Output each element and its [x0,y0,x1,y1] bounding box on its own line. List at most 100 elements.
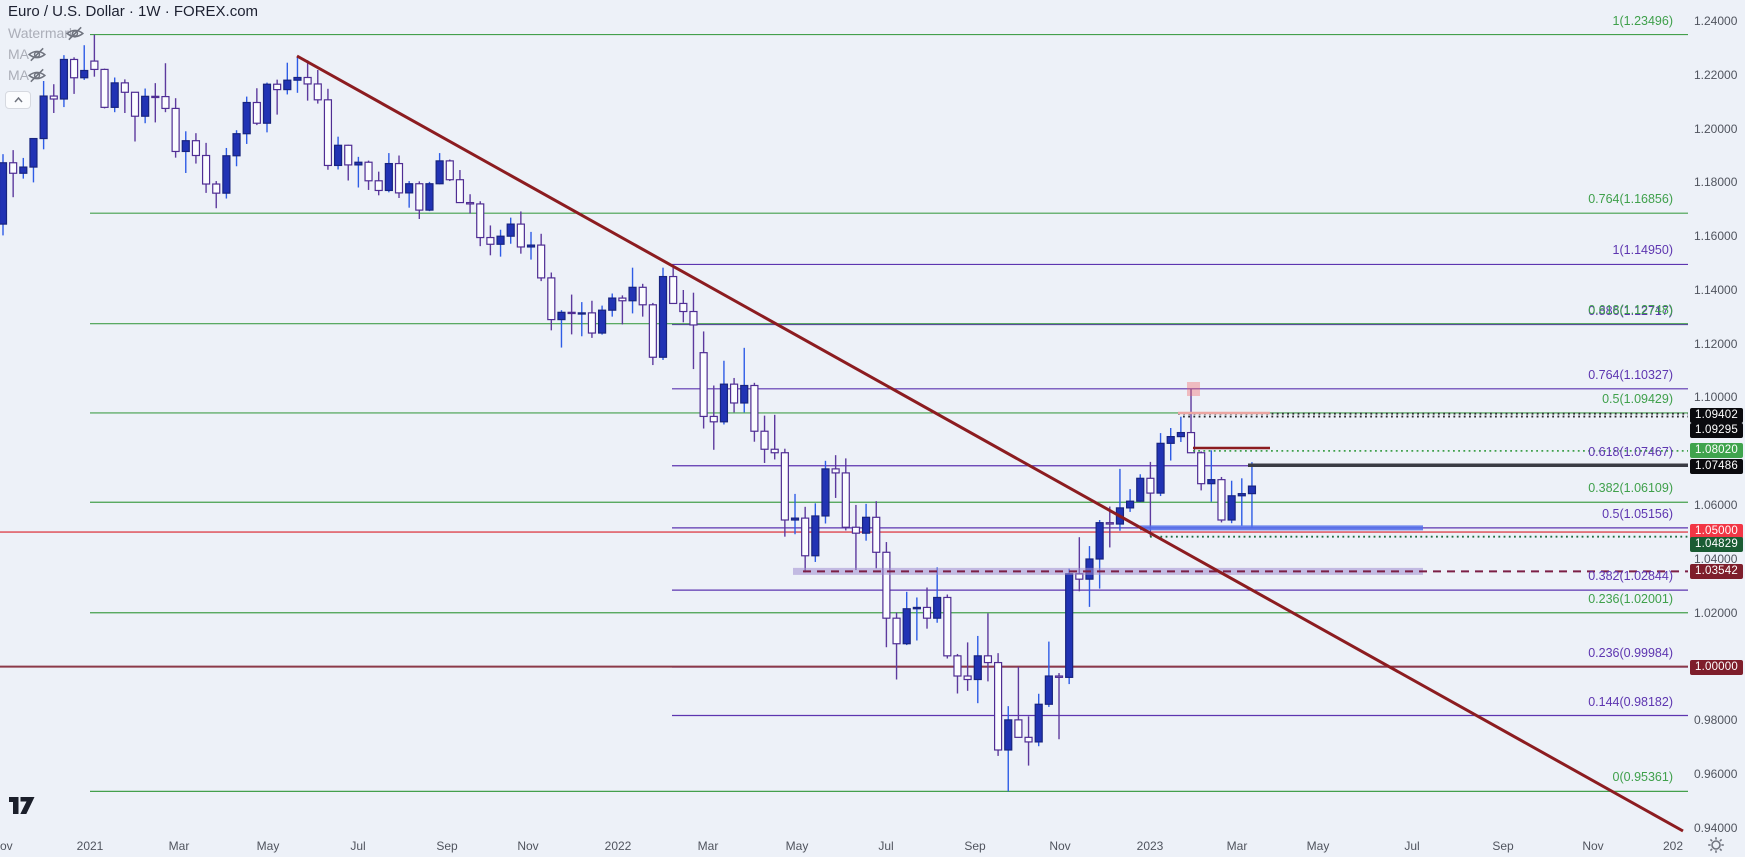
candles-layer [0,34,1257,792]
fib-level-label: 0(0.95361) [1612,770,1673,785]
time-axis-label: Sep [964,839,986,853]
fib-level-label: 0.764(1.10327) [1588,367,1673,382]
candle-down [415,183,424,211]
fib-level-label: 0.236(1.02001) [1588,591,1673,606]
time-axis-label: 202 [1662,839,1684,853]
indicator-label-ma[interactable]: MA [8,67,29,83]
price-axis-label: 1.02000 [1694,606,1738,620]
candle-down [171,107,180,153]
fib-level-label: 0.618(1.12748) [1588,302,1673,317]
candle-up [912,606,921,610]
candle-up [222,155,231,194]
indicator-label-watermark[interactable]: Watermark [8,25,76,41]
background-lines-layer [0,531,1688,668]
candle-down [191,140,201,157]
fib-level-label: 1(1.14950) [1612,243,1673,258]
candle-up [333,144,343,167]
candle-up [232,133,241,157]
candle-down [344,144,353,166]
candle-down [323,99,333,167]
candle-up [933,596,942,619]
price-tag[interactable]: 1.07486 [1690,458,1743,474]
candle-down [963,675,972,681]
time-axis-label: 2023 [1136,839,1164,853]
candle-up [902,608,911,645]
candle-up [861,516,871,534]
gear-icon[interactable] [1707,836,1725,857]
candle-up [1237,493,1246,497]
eye-off-icon[interactable] [27,68,47,88]
candle-down [547,277,556,321]
candle-down [1197,452,1206,485]
candle-down [394,162,404,194]
legend-row-ma-2: MA [8,67,47,85]
candle-down [801,517,810,557]
time-axis-label: 2021 [76,839,104,853]
downtrend-line[interactable] [296,54,1684,833]
price-tag[interactable]: 1.08020 [1690,442,1743,458]
candle-down [9,162,18,174]
candle-down [465,201,475,205]
time-axis-label: Nov [1582,839,1604,853]
price-tag[interactable]: 1.09402 [1690,407,1743,423]
candle-down [953,655,962,677]
price-tag[interactable]: 1.03542 [1690,563,1743,579]
eye-off-icon[interactable] [27,47,47,67]
fib-level-label: 0.764(1.16856) [1588,192,1673,207]
candle-up [405,183,414,194]
candle-up [384,162,393,192]
candle-down [983,655,993,664]
candle-down [943,596,952,657]
candle-down [252,101,261,124]
price-tag[interactable]: 1.09295 [1690,422,1743,438]
time-axis-label: Nov [0,839,13,853]
time-axis-label: May [1306,839,1330,853]
price-tag[interactable]: 1.04829 [1690,536,1743,552]
eye-off-icon[interactable] [65,26,85,46]
price-tag[interactable]: 1.05000 [1690,523,1743,539]
fib-level-label: 0.236(0.99984) [1588,646,1673,661]
candle-up [39,95,48,140]
indicator-label-ma[interactable]: MA [8,46,29,62]
candle-down [882,551,891,619]
candle-down [567,311,576,315]
time-axis-label: Mar [168,839,190,853]
candle-down [445,160,454,181]
symbol-title[interactable]: Euro / U.S. Dollar · 1W · FOREX.com [8,3,259,20]
candle-down [618,297,627,302]
candle-up [293,76,302,81]
price-axis-label: 0.94000 [1694,821,1738,835]
candle-down [1186,431,1196,454]
time-axis-label: Jul [350,839,366,853]
candle-down [486,236,495,245]
candle-down [669,275,678,305]
candle-up [435,160,444,185]
time-axis-label: May [256,839,280,853]
time-axis-label: Sep [436,839,458,853]
price-axis-label: 1.18000 [1694,175,1738,189]
candle-up [110,82,119,108]
candle-up [1065,573,1074,678]
candle-up [608,297,617,311]
candle-up [0,162,8,225]
time-axis-label: Mar [697,839,719,853]
candle-up [1207,479,1216,485]
price-tag[interactable]: 1.00000 [1690,659,1743,675]
candle-up [242,101,251,135]
candle-down [1024,736,1033,743]
candle-up [354,161,363,166]
legend-collapse-button[interactable] [5,91,31,109]
candle-up [719,383,729,423]
candle-down [831,468,840,474]
candle-down [679,302,688,313]
pink-box[interactable] [1187,382,1200,396]
fib-level-label: 0.886(1.12717) [1588,303,1673,318]
candle-up [1136,477,1145,502]
candle-up [425,183,434,211]
time-axis-label: Jul [1404,839,1420,853]
tradingview-logo[interactable] [7,793,37,823]
candle-down [1146,477,1155,494]
candle-down [455,179,465,204]
candle-up [1176,431,1185,438]
